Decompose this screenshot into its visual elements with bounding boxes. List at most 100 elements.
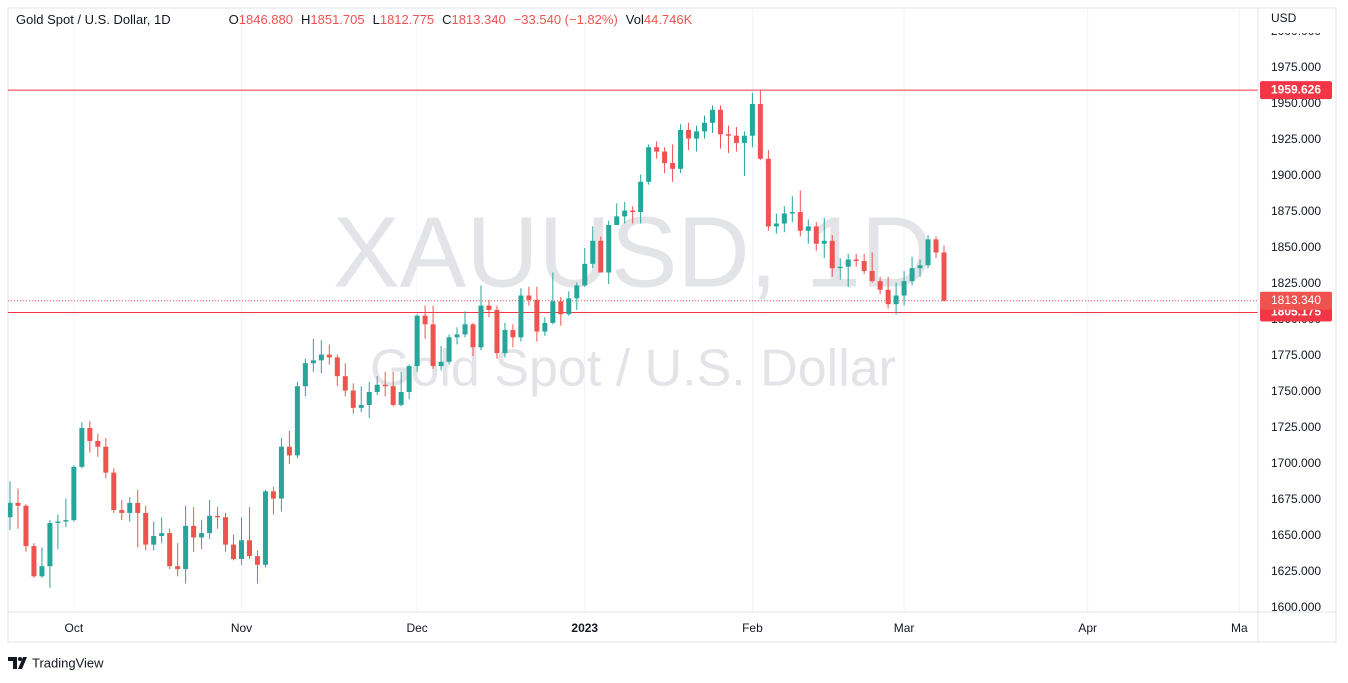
candle-body <box>119 510 125 513</box>
y-tick-label: 1900.000 <box>1271 168 1321 182</box>
candle-body <box>733 135 739 143</box>
candle-body <box>183 525 189 570</box>
legend-value: 1846.880 <box>238 12 293 27</box>
candle-body <box>310 360 316 364</box>
candle-body <box>207 515 213 534</box>
candle-body <box>518 295 524 338</box>
candle-body <box>47 523 53 567</box>
candle-body <box>717 109 723 135</box>
candle-body <box>749 104 755 136</box>
candles <box>8 89 947 588</box>
y-tick-label: 1750.000 <box>1271 384 1321 398</box>
y-tick-label: 1625.000 <box>1271 564 1321 578</box>
legend-value: 1812.775 <box>379 12 435 27</box>
x-tick-label: 2023 <box>571 621 598 635</box>
candle-body <box>853 259 859 261</box>
y-tick-label: 1825.000 <box>1271 276 1321 290</box>
candle-body <box>885 289 891 305</box>
candle-body <box>789 212 795 214</box>
legend-value: −33.540 (−1.82%) <box>513 12 618 27</box>
x-tick-label: Ma <box>1231 621 1248 635</box>
symbol-title: Gold Spot / U.S. Dollar, 1D <box>16 12 171 27</box>
x-tick-label: Feb <box>742 621 763 635</box>
y-tick-label: 1775.000 <box>1271 348 1321 362</box>
legend-item: C1813.340 <box>442 12 506 27</box>
candle-body <box>239 540 245 560</box>
candle-body <box>223 517 229 545</box>
candle-body <box>71 466 77 521</box>
candle-body <box>334 357 340 377</box>
candle-body <box>103 446 109 473</box>
candle-body <box>662 151 668 164</box>
candle-body <box>933 239 939 253</box>
legend-key: L <box>372 12 380 27</box>
candle-body <box>686 129 692 139</box>
legend-item: O1846.880 <box>229 12 293 27</box>
y-tick-label: 1650.000 <box>1271 528 1321 542</box>
candle-body <box>159 533 165 536</box>
y-tick-label: 1975.000 <box>1271 60 1321 74</box>
currency-bg <box>1259 9 1335 33</box>
x-tick-label: Apr <box>1078 621 1097 635</box>
candle-body <box>199 533 205 538</box>
candle-body <box>510 330 516 338</box>
candle-body <box>302 363 308 387</box>
candle-body <box>670 163 676 169</box>
candle-body <box>318 354 324 361</box>
candle-body <box>494 309 500 354</box>
candle-body <box>534 299 540 332</box>
candle-body <box>606 224 612 273</box>
candle-body <box>262 491 268 565</box>
last-price-label: 1813.340 <box>1271 293 1321 307</box>
candle-body <box>861 260 867 272</box>
candle-body <box>773 223 779 227</box>
candle-body <box>869 271 875 282</box>
watermark-subtitle: Gold Spot / U.S. Dollar <box>370 340 896 398</box>
y-tick-label: 1850.000 <box>1271 240 1321 254</box>
candle-body <box>558 301 564 315</box>
candle-body <box>574 285 580 299</box>
candle-body <box>757 104 763 159</box>
legend-value: 1851.705 <box>310 12 365 27</box>
candle-body <box>342 376 348 391</box>
candle-body <box>390 386 396 405</box>
y-tick-label: 1700.000 <box>1271 456 1321 470</box>
candle-body <box>374 384 380 392</box>
candle-body <box>151 535 157 545</box>
candle-body <box>550 301 556 323</box>
candle-body <box>143 512 149 545</box>
price-label-bg <box>1260 81 1332 100</box>
candle-body <box>15 502 21 506</box>
candle-body <box>526 295 532 300</box>
candle-body <box>231 544 237 560</box>
y-tick-label: 1675.000 <box>1271 492 1321 506</box>
brand-logo <box>8 657 27 669</box>
y-tick-label: 1950.000 <box>1271 96 1321 110</box>
candle-body <box>23 505 29 547</box>
candle-body <box>877 281 883 290</box>
x-tick-label: Nov <box>231 621 252 635</box>
candle-body <box>446 337 452 362</box>
x-tick-label: Mar <box>894 621 915 635</box>
candle-body <box>917 265 923 269</box>
candle-body <box>278 446 284 499</box>
candle-body <box>622 210 628 217</box>
legend-key: H <box>300 12 311 27</box>
legend-key: O <box>228 12 239 27</box>
candle-body <box>470 324 476 348</box>
candle-body <box>781 213 787 224</box>
legend-key: Vol <box>625 12 644 27</box>
candle-body <box>821 240 827 244</box>
candle-body <box>630 210 636 213</box>
price-lines <box>8 89 1258 314</box>
y-tick-label: 1600.000 <box>1271 600 1321 614</box>
candle-body <box>79 427 85 467</box>
candle-body <box>462 324 468 335</box>
candle-body <box>8 502 13 518</box>
candle-body <box>215 515 221 518</box>
candle-body <box>813 226 819 244</box>
candle-body <box>430 324 436 367</box>
candle-body <box>893 295 899 305</box>
y-tick-label: 1875.000 <box>1271 204 1321 218</box>
